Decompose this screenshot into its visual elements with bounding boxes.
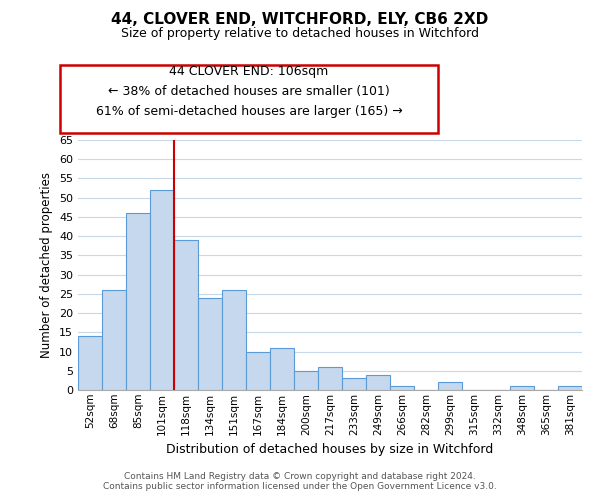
- Text: Contains public sector information licensed under the Open Government Licence v3: Contains public sector information licen…: [103, 482, 497, 491]
- Bar: [270, 348, 294, 390]
- X-axis label: Distribution of detached houses by size in Witchford: Distribution of detached houses by size …: [166, 443, 494, 456]
- Bar: [438, 382, 462, 390]
- Bar: [294, 371, 318, 390]
- Bar: [342, 378, 366, 390]
- Text: Size of property relative to detached houses in Witchford: Size of property relative to detached ho…: [121, 28, 479, 40]
- Bar: [222, 290, 246, 390]
- Text: 44, CLOVER END, WITCHFORD, ELY, CB6 2XD: 44, CLOVER END, WITCHFORD, ELY, CB6 2XD: [112, 12, 488, 28]
- Text: Contains HM Land Registry data © Crown copyright and database right 2024.: Contains HM Land Registry data © Crown c…: [124, 472, 476, 481]
- Y-axis label: Number of detached properties: Number of detached properties: [40, 172, 53, 358]
- Bar: [174, 240, 198, 390]
- Bar: [390, 386, 414, 390]
- Bar: [78, 336, 102, 390]
- Text: 44 CLOVER END: 106sqm
← 38% of detached houses are smaller (101)
61% of semi-det: 44 CLOVER END: 106sqm ← 38% of detached …: [95, 64, 403, 118]
- Bar: [150, 190, 174, 390]
- Bar: [510, 386, 534, 390]
- Bar: [102, 290, 126, 390]
- Bar: [318, 367, 342, 390]
- Bar: [246, 352, 270, 390]
- Bar: [558, 386, 582, 390]
- Bar: [198, 298, 222, 390]
- Bar: [366, 374, 390, 390]
- Bar: [126, 213, 150, 390]
